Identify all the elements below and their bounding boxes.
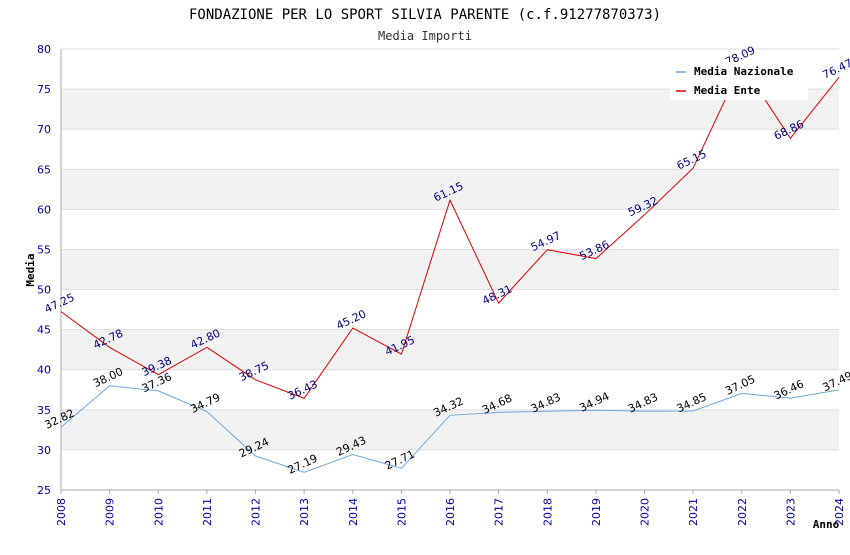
legend-label-media-ente: Media Ente <box>694 84 761 97</box>
chart-subtitle: Media Importi <box>378 29 472 43</box>
x-axis-label: Anno <box>813 518 840 531</box>
data-label-nazionale: 27.71 <box>383 448 417 473</box>
x-tick-label: 2010 <box>152 498 165 526</box>
y-tick-label: 60 <box>37 203 51 216</box>
data-label-ente: 45.20 <box>334 307 368 332</box>
chart-title: FONDAZIONE PER LO SPORT SILVIA PARENTE (… <box>189 7 661 23</box>
y-tick-label: 30 <box>37 444 51 457</box>
x-tick-label: 2008 <box>55 498 68 526</box>
x-tick-label: 2012 <box>250 498 263 526</box>
x-tick-label: 2021 <box>687 498 700 526</box>
x-tick-label: 2022 <box>736 498 749 526</box>
y-tick-label: 35 <box>37 404 51 417</box>
y-tick-label: 80 <box>37 43 51 56</box>
x-tick-label: 2011 <box>201 498 214 526</box>
x-tick-label: 2016 <box>444 498 457 526</box>
series-line-media-nazionale <box>60 385 840 473</box>
y-tick-label: 40 <box>37 364 51 377</box>
plot-bands <box>61 89 839 450</box>
x-tick-label: 2024 <box>833 498 846 526</box>
series-line-media-ente <box>60 63 840 400</box>
x-tick-label: 2017 <box>493 498 506 526</box>
y-tick-label: 65 <box>37 163 51 176</box>
y-tick-label: 25 <box>37 484 51 497</box>
x-tick-label: 2019 <box>590 498 603 526</box>
plot-band <box>61 169 839 210</box>
data-label-nazionale: 36.46 <box>772 377 806 402</box>
x-tick-label: 2020 <box>639 498 652 526</box>
data-label-ente: 36.43 <box>286 378 320 403</box>
plot-band <box>61 329 839 370</box>
x-tick-label: 2013 <box>298 498 311 526</box>
data-label-ente: 65.15 <box>675 147 709 172</box>
plot-band <box>61 409 839 450</box>
x-axis-ticks: 2008 2009 2010 2011 2012 2013 2014 2015 2016 2017… <box>55 490 846 526</box>
y-axis-ticks: 25 30 35 40 45 50 55 60 65 70 75 80 <box>37 43 51 497</box>
x-tick-label: 2015 <box>395 498 408 526</box>
y-tick-label: 75 <box>37 83 51 96</box>
x-tick-label: 2009 <box>104 498 117 526</box>
series-lines <box>60 63 840 473</box>
legend: Media Nazionale Media Ente <box>670 62 808 100</box>
data-label-ente: 76.47 <box>820 57 850 82</box>
plot-band <box>61 249 839 290</box>
y-axis-label: Media <box>24 253 37 286</box>
y-tick-label: 70 <box>37 123 51 136</box>
y-tick-label: 55 <box>37 243 51 256</box>
y-tick-label: 45 <box>37 324 51 337</box>
y-tick-label: 50 <box>37 284 51 297</box>
x-tick-label: 2018 <box>541 498 554 526</box>
legend-background <box>670 62 808 100</box>
x-tick-label: 2014 <box>347 498 360 526</box>
x-tick-label: 2023 <box>784 498 797 526</box>
data-label-nazionale: 27.19 <box>286 452 320 477</box>
legend-label-media-nazionale: Media Nazionale <box>694 65 794 78</box>
